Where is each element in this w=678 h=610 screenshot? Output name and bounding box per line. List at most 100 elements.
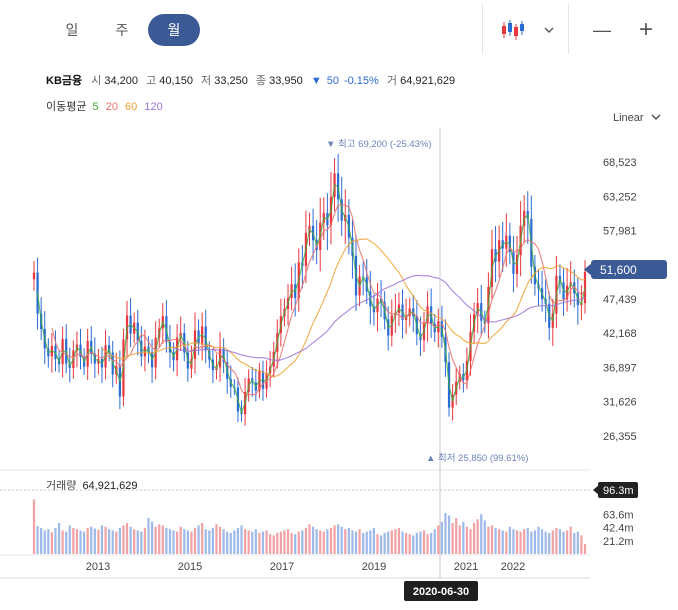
volume-bar: [294, 534, 297, 554]
volume-bar: [218, 526, 222, 554]
volume-bar: [462, 521, 465, 554]
low-label: 저: [201, 75, 212, 87]
volume-header-value: 64,921,629: [82, 480, 138, 492]
volume-bar: [251, 531, 254, 554]
moving-average-label: 이동평균: [46, 101, 87, 113]
volume-bar: [451, 523, 454, 554]
current-price-tag: [591, 260, 667, 279]
max-price-annotation: ▼ 최고 69,200 (-25.43%): [326, 139, 432, 150]
volume-bar: [301, 530, 304, 554]
chart-overlay: ▼ 최고 69,200 (-25.43%) ▲ 최저 25,850 (99.61…: [0, 128, 667, 601]
volume-bar: [340, 526, 343, 554]
volume-tick-label: 63.6m: [603, 510, 634, 522]
ma-120-label[interactable]: 120: [144, 101, 163, 113]
y-tick-label: 63,252: [603, 191, 637, 203]
volume-bar: [50, 532, 53, 554]
tab-week[interactable]: 주: [115, 22, 129, 38]
volume-bar: [365, 531, 368, 554]
volume-bar: [562, 531, 565, 554]
volume-bar: [508, 526, 511, 554]
volume-bar: [358, 529, 361, 554]
volume-bar: [136, 530, 139, 554]
volume-bar: [379, 535, 383, 554]
volume-bar: [150, 521, 154, 554]
volume-bar: [133, 529, 136, 554]
volume-bar: [433, 529, 436, 554]
volume-bar: [419, 531, 422, 554]
volume-bar: [68, 525, 71, 554]
ma-5-label[interactable]: 5: [92, 101, 99, 113]
y-tick-label: 31,626: [603, 397, 637, 409]
volume-bar: [108, 529, 111, 554]
zoom-out-button[interactable]: —: [593, 20, 611, 40]
volume-bar: [505, 531, 508, 554]
volume-bar: [276, 532, 279, 554]
volume-bar: [558, 529, 562, 554]
volume-bar: [544, 531, 547, 554]
volume-bar: [72, 527, 75, 554]
volume-bar: [140, 531, 143, 554]
current-price-pointer: [584, 263, 592, 276]
scale-selector[interactable]: Linear: [613, 112, 661, 124]
tab-month[interactable]: 월: [148, 14, 200, 46]
ma-120-line: [173, 274, 586, 361]
volume-bar: [165, 527, 168, 554]
volume-bar: [247, 530, 250, 554]
chart-grid: [0, 469, 590, 579]
ma-20-label[interactable]: 20: [105, 101, 118, 113]
volume-bar: [154, 526, 157, 554]
volume-bar: [415, 532, 418, 554]
volume-bar: [333, 525, 336, 554]
volume-bar: [476, 519, 479, 554]
volume-bar: [519, 531, 522, 554]
volume-bar: [483, 520, 486, 554]
candle-body: [36, 272, 39, 314]
toolbar-divider: [568, 4, 569, 54]
volume-bar: [369, 530, 372, 554]
volume-bar: [272, 535, 275, 554]
volume-bar: [551, 530, 554, 554]
tab-day[interactable]: 일: [65, 22, 79, 38]
volume-bar: [530, 531, 533, 554]
volume-bars: [32, 499, 587, 554]
min-price-annotation: ▲ 최저 25,850 (99.61%): [426, 453, 528, 464]
volume-bar: [322, 531, 325, 554]
volume-bar: [190, 531, 193, 554]
volume-bar: [82, 531, 86, 554]
volume-bar: [197, 525, 200, 554]
volume-bar: [362, 532, 365, 554]
zoom-in-button[interactable]: +: [638, 16, 653, 43]
volume-bar: [422, 530, 426, 554]
volume-bar: [233, 530, 236, 554]
chevron-down-icon[interactable]: [540, 14, 558, 46]
volume-bar: [329, 527, 333, 554]
volume-bar: [168, 529, 172, 554]
y-tick-label: 57,981: [603, 226, 637, 238]
volume-bar: [354, 531, 358, 554]
x-tick-label: 2019: [362, 561, 386, 573]
close-value: 33,950: [269, 75, 303, 87]
volume-bar: [258, 532, 261, 554]
toolbar-divider: [482, 4, 483, 54]
ma-60-label[interactable]: 60: [125, 101, 138, 113]
volume-bar: [512, 529, 515, 554]
candlestick-icon[interactable]: [496, 14, 530, 46]
volume-bar: [304, 527, 308, 554]
volume-bar: [455, 518, 458, 554]
volume-bar: [286, 529, 290, 554]
volume-bar: [351, 530, 354, 554]
volume-bar: [193, 527, 197, 554]
volume-bar: [437, 525, 440, 554]
volume-bar: [211, 527, 215, 554]
volume-bar: [269, 534, 272, 554]
volume-bar: [236, 527, 240, 554]
volume-bar: [201, 523, 204, 554]
volume-bar: [122, 525, 125, 554]
volume-bar: [179, 526, 182, 554]
volume-bar: [387, 531, 390, 554]
volume-header: 거래량 64,921,629: [46, 477, 138, 493]
volume-bar: [261, 531, 265, 554]
volume-bar: [61, 530, 64, 554]
volume-bar: [118, 527, 121, 554]
